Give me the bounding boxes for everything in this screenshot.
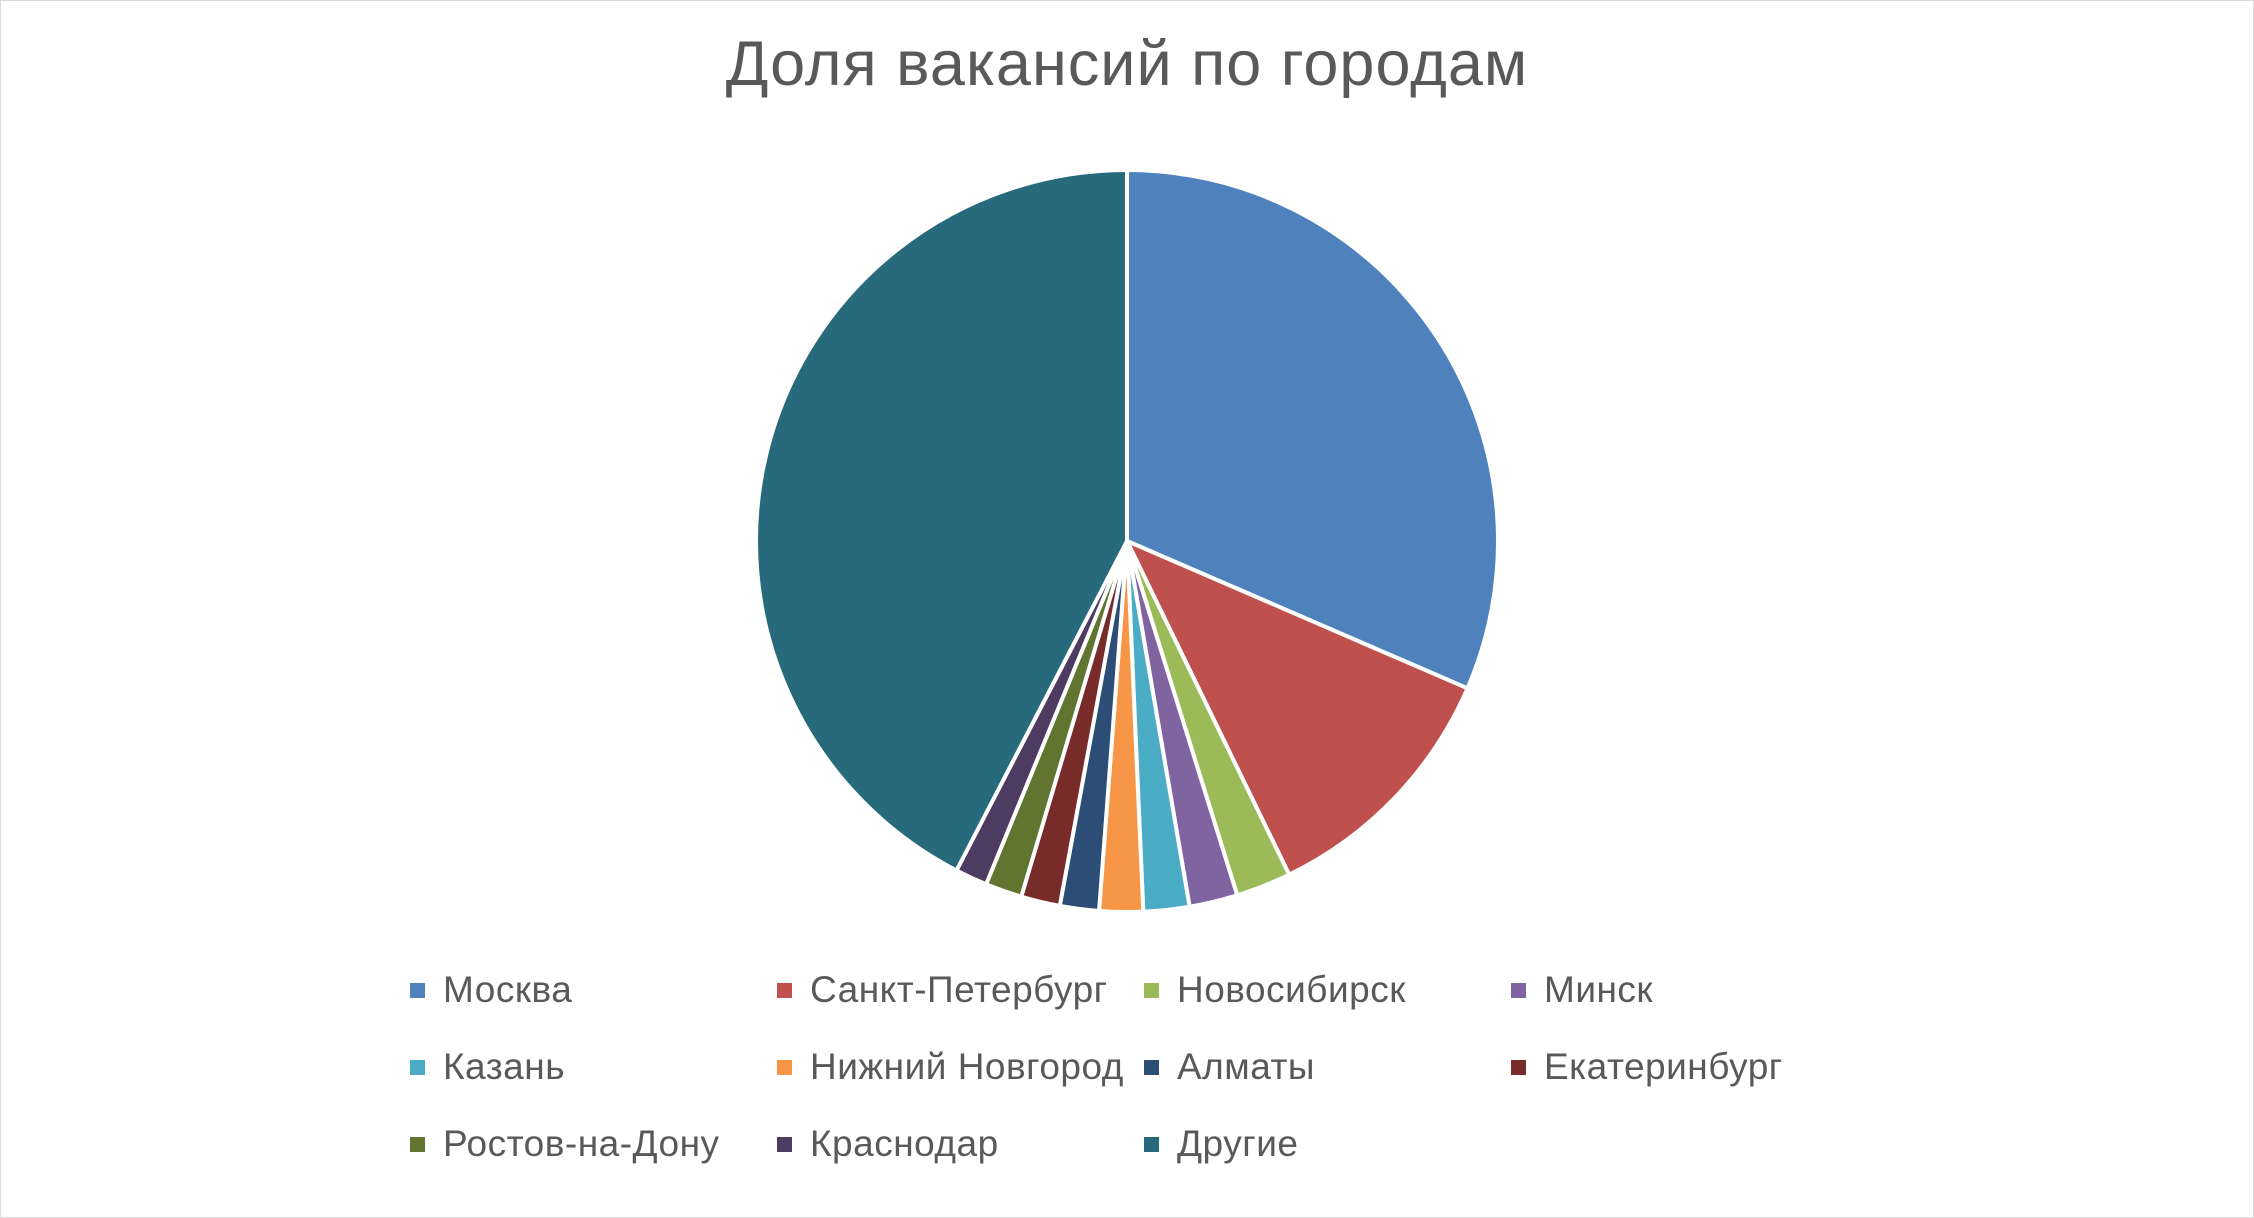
legend-label: Санкт-Петербург <box>810 969 1108 1010</box>
legend-label: Казань <box>443 1046 565 1087</box>
legend-swatch <box>1144 1059 1159 1075</box>
pie-slice-1 <box>1125 168 1500 691</box>
legend-swatch <box>410 1136 425 1152</box>
legend-item: Екатеринбург <box>1511 1046 1783 1087</box>
legend-item: Алматы <box>1144 1046 1316 1087</box>
legend-swatch <box>1511 1059 1526 1075</box>
legend-label: Другие <box>1177 1123 1299 1164</box>
legend-swatch <box>777 1059 792 1075</box>
legend-swatch <box>1144 982 1159 998</box>
pie-slices <box>754 168 1500 914</box>
legend-item: Краснодар <box>777 1123 999 1164</box>
legend-swatch <box>410 1059 425 1075</box>
legend-item: Минск <box>1511 969 1654 1010</box>
legend-swatch <box>410 982 425 998</box>
chart-title: Доля вакансий по городам <box>725 29 1529 99</box>
legend-item: Новосибирск <box>1144 969 1406 1010</box>
pie-slice-2 <box>1125 539 1470 877</box>
legend-swatch <box>1511 982 1526 998</box>
legend-label: Краснодар <box>810 1123 999 1164</box>
legend-label: Алматы <box>1177 1046 1316 1087</box>
legend-swatch <box>777 982 792 998</box>
legend-label: Минск <box>1544 969 1654 1010</box>
legend-item: Нижний Новгород <box>777 1046 1124 1087</box>
legend-label: Нижний Новгород <box>810 1046 1124 1087</box>
legend-item: Москва <box>410 969 573 1010</box>
legend-swatch <box>1144 1136 1159 1152</box>
legend: Москва Санкт-Петербург Новосибирск Минск Каз… <box>410 969 1870 1210</box>
legend-item: Другие <box>1144 1123 1299 1164</box>
legend-item: Санкт-Петербург <box>777 969 1108 1010</box>
legend-label: Новосибирск <box>1177 969 1406 1010</box>
legend-item: Казань <box>410 1046 565 1087</box>
legend-label: Москва <box>443 969 573 1010</box>
legend-swatch <box>777 1136 792 1152</box>
pie-slice-11 <box>754 168 1129 873</box>
legend-label: Екатеринбург <box>1544 1046 1783 1087</box>
legend-item: Ростов-на-Дону <box>410 1123 720 1164</box>
legend-label: Ростов-на-Дону <box>443 1123 720 1164</box>
